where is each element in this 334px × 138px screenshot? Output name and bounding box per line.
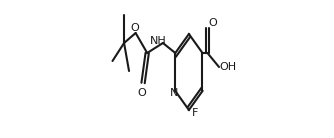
Text: O: O xyxy=(138,88,146,98)
Text: NH: NH xyxy=(150,36,166,46)
Text: O: O xyxy=(208,18,217,28)
Text: N: N xyxy=(170,88,179,98)
Text: F: F xyxy=(192,108,199,118)
Text: O: O xyxy=(130,23,139,33)
Text: OH: OH xyxy=(220,62,237,72)
